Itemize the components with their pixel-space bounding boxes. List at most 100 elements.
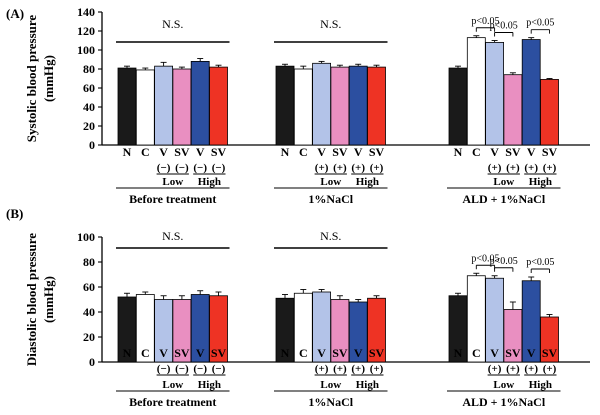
y-axis-label: Diastolic blood pressure [24, 233, 39, 366]
group-label: 1%NaCl [308, 192, 353, 206]
dose-label: Low [162, 176, 183, 188]
bar [293, 68, 313, 146]
category-label: C [299, 145, 308, 159]
significance-label: p<0.05 [526, 257, 554, 268]
bar [448, 67, 468, 146]
significance-label: p<0.05 [471, 253, 499, 264]
treatment-label: (+) [543, 162, 557, 174]
bar [275, 65, 295, 146]
y-tick-label: 100 [77, 43, 95, 57]
category-label: C [141, 145, 150, 159]
category-label: SV [369, 346, 385, 360]
treatment-label: (+) [370, 363, 384, 375]
dose-label: High [529, 176, 552, 188]
treatment-label: (+) [488, 162, 502, 174]
bar [503, 74, 523, 146]
treatment-label: (+) [506, 162, 520, 174]
dose-label: Low [320, 176, 341, 188]
treatment-label: (+) [315, 162, 329, 174]
bar [190, 61, 210, 146]
y-tick-label: 20 [83, 330, 95, 344]
category-label: V [196, 346, 205, 360]
category-label: C [472, 346, 481, 360]
treatment-label: (−) [212, 363, 226, 375]
bar [172, 68, 192, 146]
category-label: N [454, 145, 463, 159]
ns-label: N.S. [320, 229, 341, 243]
group-label: Before treatment [129, 192, 216, 206]
dose-label: Low [320, 379, 341, 391]
ns-label: N.S. [320, 17, 341, 31]
treatment-label: (−) [175, 162, 189, 174]
bar [348, 65, 368, 146]
dose-label: High [356, 176, 379, 188]
dose-label: High [356, 379, 379, 391]
category-label: C [299, 346, 308, 360]
group-label: ALD + 1%NaCl [462, 395, 546, 409]
bar [135, 69, 155, 146]
category-label: V [490, 145, 499, 159]
treatment-label: (+) [351, 363, 365, 375]
category-label: V [354, 346, 363, 360]
category-label: V [196, 145, 205, 159]
bar [521, 39, 541, 146]
category-label: SV [174, 145, 190, 159]
dose-label: High [529, 379, 552, 391]
group-label: 1%NaCl [308, 395, 353, 409]
category-label: SV [369, 145, 385, 159]
category-label: V [159, 145, 168, 159]
category-label: SV [542, 346, 558, 360]
category-label: SV [542, 145, 558, 159]
category-label: N [281, 145, 290, 159]
category-label: N [123, 145, 132, 159]
dose-label: High [198, 379, 221, 391]
category-label: SV [174, 346, 190, 360]
dose-label: Low [162, 379, 183, 391]
category-label: SV [211, 145, 227, 159]
y-tick-label: 140 [77, 5, 95, 19]
y-tick-label: 80 [83, 255, 95, 269]
bar [466, 37, 486, 146]
y-tick-label: 100 [77, 230, 95, 244]
category-label: N [454, 346, 463, 360]
y-axis-unit: (mmHg) [41, 55, 56, 102]
category-label: C [472, 145, 481, 159]
treatment-label: (−) [193, 162, 207, 174]
category-label: SV [332, 346, 348, 360]
treatment-label: (−) [212, 162, 226, 174]
treatment-label: (−) [157, 363, 171, 375]
y-tick-label: 60 [83, 280, 95, 294]
category-label: SV [505, 145, 521, 159]
treatment-label: (+) [524, 162, 538, 174]
category-label: N [123, 346, 132, 360]
dose-label: High [198, 176, 221, 188]
y-tick-label: 80 [83, 62, 95, 76]
category-label: V [527, 346, 536, 360]
dose-label: Low [493, 379, 514, 391]
treatment-label: (+) [370, 162, 384, 174]
category-label: N [281, 346, 290, 360]
category-label: SV [332, 145, 348, 159]
significance-label: p<0.05 [526, 18, 554, 29]
y-axis-unit: (mmHg) [41, 276, 56, 323]
treatment-label: (+) [524, 363, 538, 375]
category-label: V [317, 346, 326, 360]
bar [330, 66, 350, 146]
ns-label: N.S. [162, 17, 183, 31]
treatment-label: (+) [488, 363, 502, 375]
treatment-label: (−) [175, 363, 189, 375]
bar [540, 79, 559, 146]
category-label: C [141, 346, 150, 360]
y-axis-label: Systolic blood pressure [24, 15, 39, 143]
ns-label: N.S. [162, 229, 183, 243]
y-tick-label: 40 [83, 100, 95, 114]
treatment-label: (−) [157, 162, 171, 174]
panel-label: (A) [6, 6, 24, 21]
category-label: V [527, 145, 536, 159]
bar [209, 66, 228, 146]
treatment-label: (+) [543, 363, 557, 375]
treatment-label: (+) [506, 363, 520, 375]
bar [117, 67, 137, 146]
category-label: SV [505, 346, 521, 360]
